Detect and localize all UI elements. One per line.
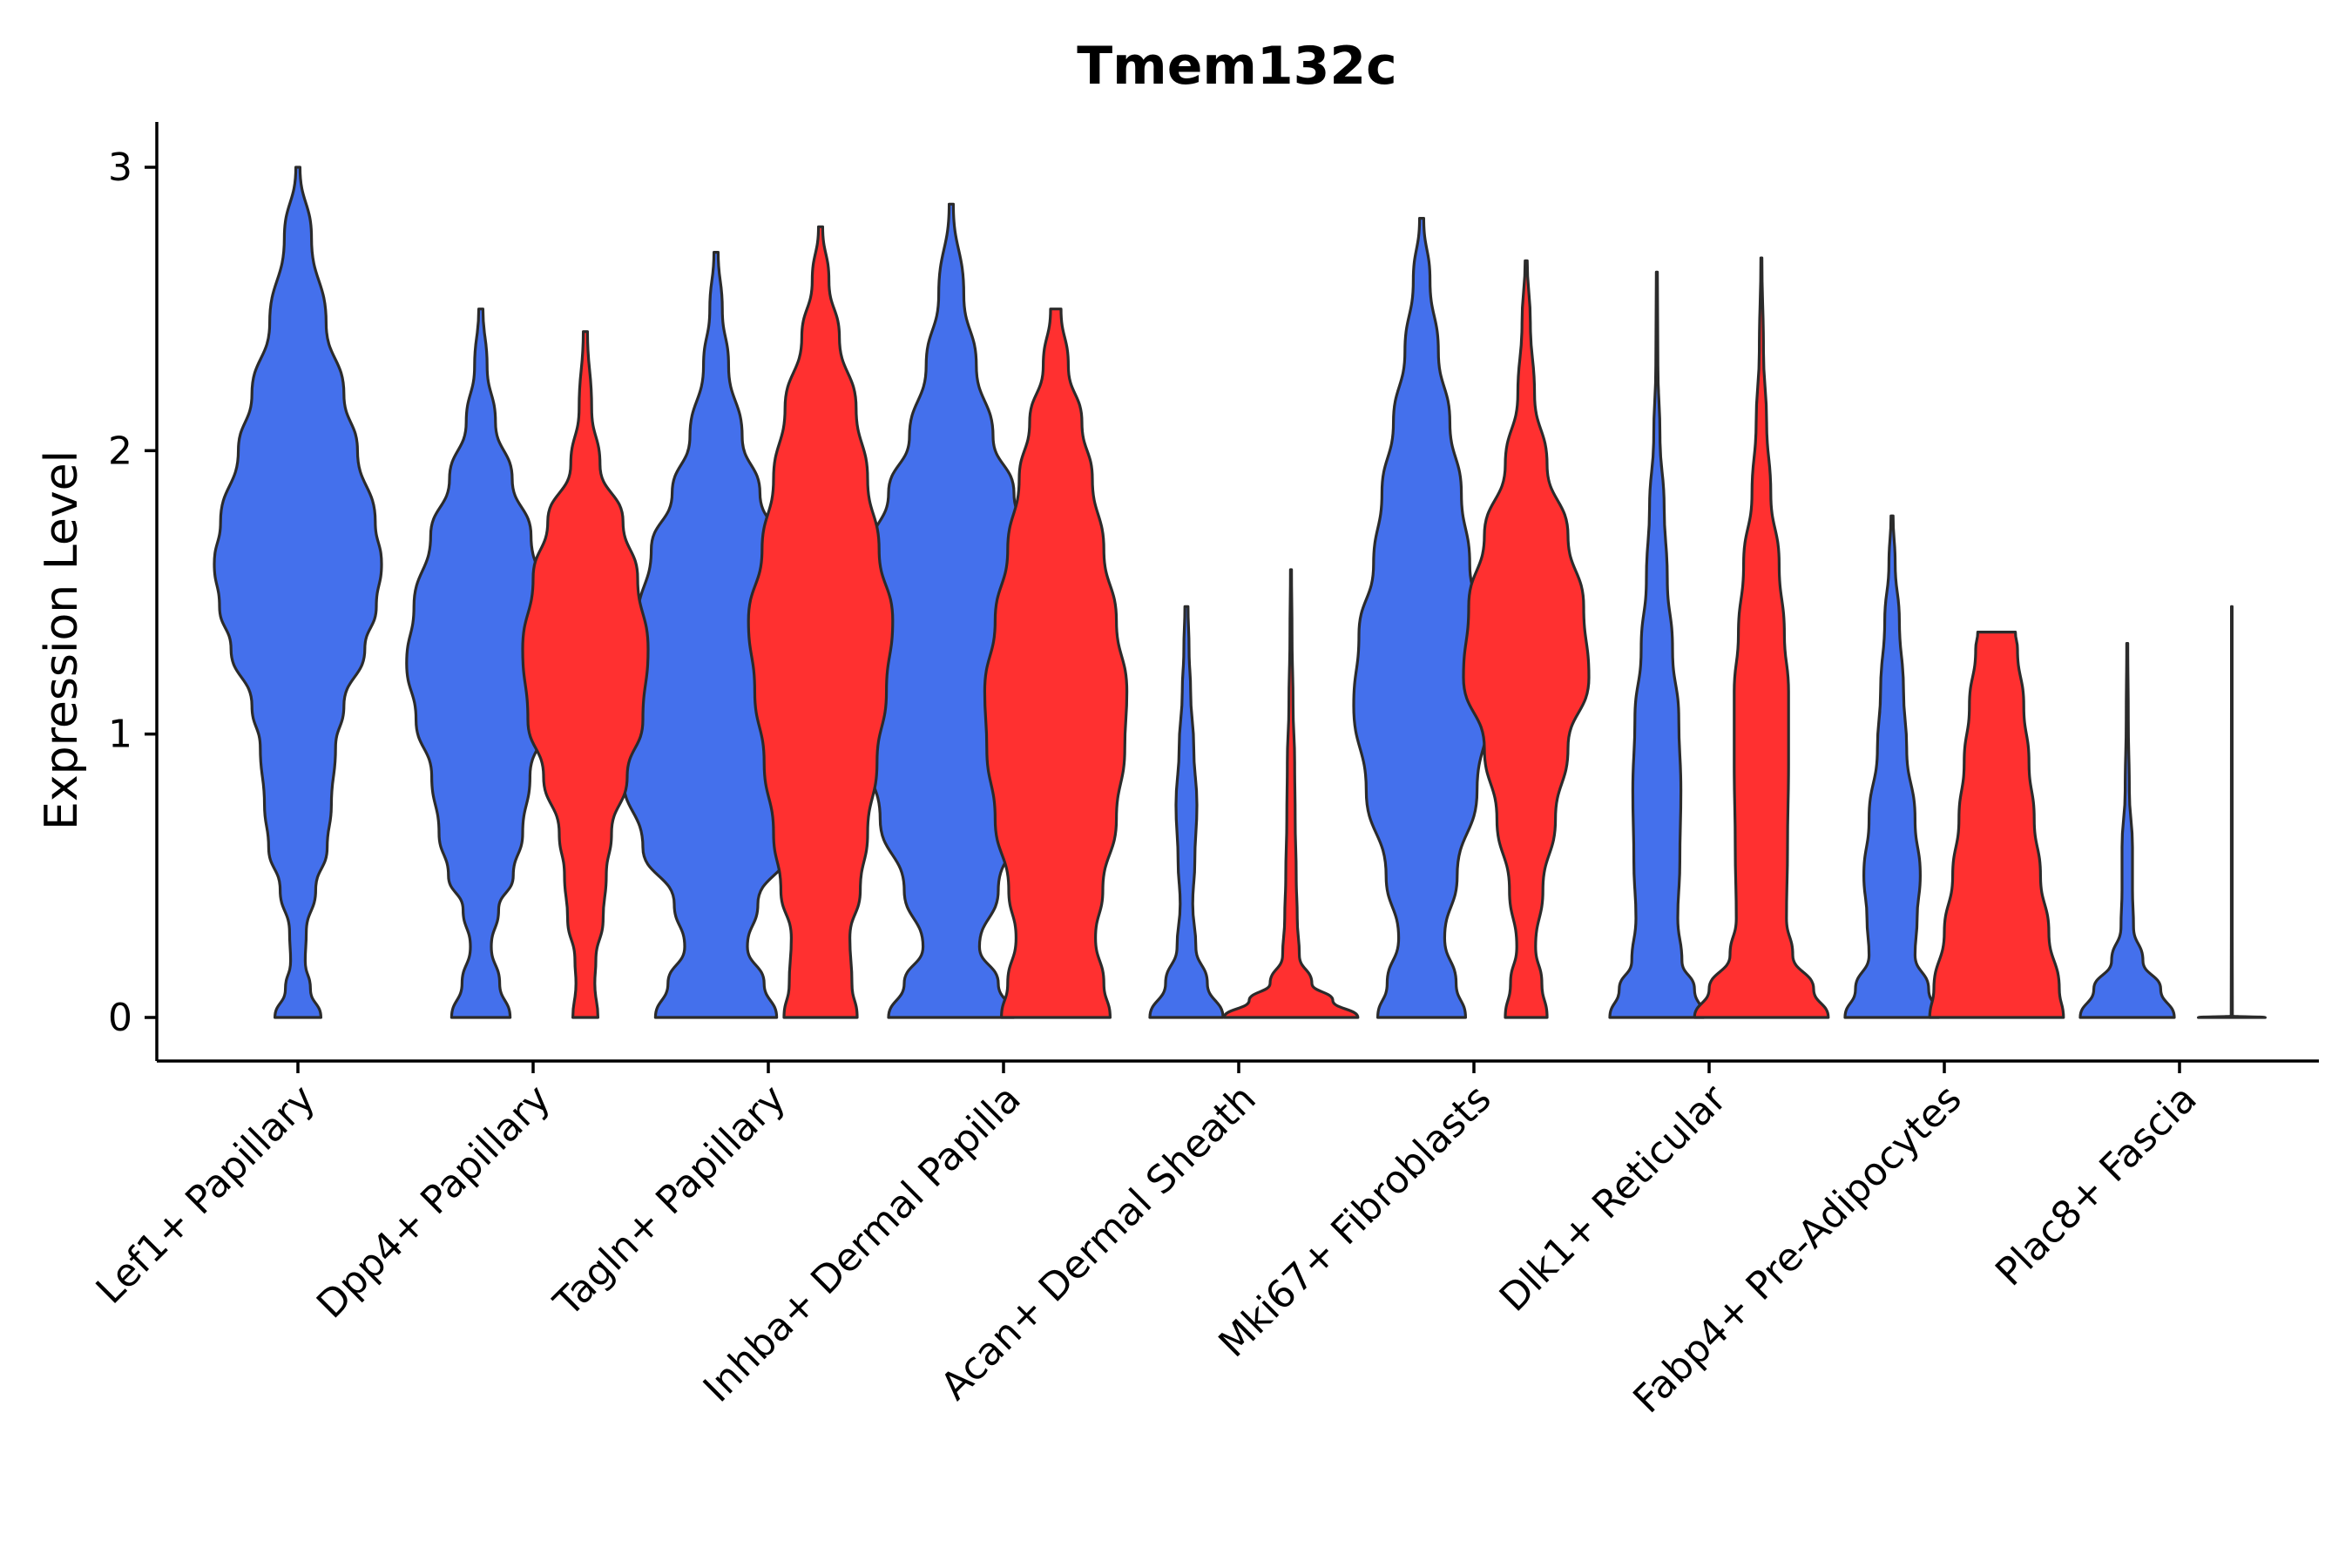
violin-group1-8	[2078, 642, 2176, 1019]
violin-group1-5	[1352, 217, 1491, 1019]
y-axis-label: Expression Level	[36, 450, 88, 830]
y-tick-label-1: 1	[108, 713, 132, 757]
violin-group1-4	[1148, 605, 1225, 1019]
violin-group1-0	[213, 166, 383, 1019]
x-tick-label-8: Plac8+ Fascia	[1987, 1077, 2206, 1295]
x-tick-label-0: Lef1+ Papillary	[88, 1077, 324, 1313]
y-tick-label-3: 3	[108, 145, 132, 190]
chart-title: Tmem132c	[1077, 36, 1396, 97]
violin-group1-1	[405, 308, 557, 1019]
violin-group2-6	[1693, 256, 1830, 1019]
violin-group2-4	[1222, 568, 1360, 1019]
violins-layer	[213, 166, 2267, 1019]
violin-group2-2	[747, 225, 895, 1019]
violin-group2-8	[2197, 605, 2267, 1019]
x-tick-label-2: Tagln+ Papillary	[545, 1077, 794, 1326]
x-tick-label-1: Dpp4+ Papillary	[308, 1077, 559, 1328]
x-tick-label-6: Dlk1+ Reticular	[1491, 1076, 1736, 1321]
violin-group2-7	[1928, 631, 2065, 1019]
x-tick-label-5: Mki67+ Fibroblasts	[1210, 1077, 1499, 1366]
violin-group2-1	[521, 330, 650, 1019]
violin-group1-6	[1608, 270, 1706, 1019]
violin-group2-5	[1462, 259, 1591, 1019]
y-tick-label-0: 0	[108, 996, 132, 1040]
violin-group1-7	[1843, 514, 1941, 1019]
violin-group2-3	[983, 308, 1129, 1019]
y-tick-label-2: 2	[108, 429, 132, 473]
